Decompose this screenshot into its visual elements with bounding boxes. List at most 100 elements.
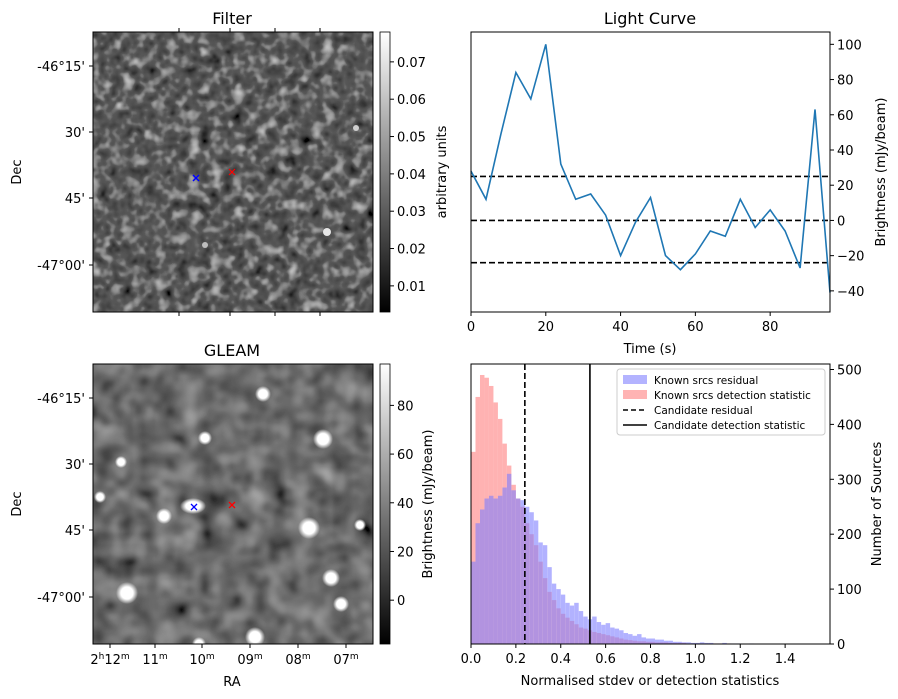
lightcurve-x-tick-label: 0 bbox=[467, 320, 475, 335]
histogram-bar bbox=[672, 641, 678, 644]
histogram-legend: Known srcs residual Known srcs detection … bbox=[616, 368, 826, 436]
histogram-bar bbox=[668, 640, 673, 644]
gleam-xlabel: RA bbox=[223, 675, 241, 690]
histogram-bar bbox=[574, 602, 579, 644]
ra-tick-label: 09m bbox=[237, 652, 262, 668]
colorbar-tick-label: 0.06 bbox=[397, 93, 426, 108]
histogram-bar bbox=[475, 523, 480, 644]
lightcurve-line bbox=[470, 44, 831, 293]
histogram-bar bbox=[578, 611, 584, 644]
gleam-markers bbox=[190, 501, 236, 511]
histogram-bar bbox=[484, 498, 489, 644]
gleam-panel: GLEAM -46°15'30'4 bbox=[10, 341, 436, 690]
histogram-bar bbox=[515, 498, 521, 644]
lightcurve-hlines bbox=[471, 175, 830, 264]
histogram-bar bbox=[533, 520, 539, 644]
ra-tick-label: 10m bbox=[189, 652, 214, 668]
filter-ylabel: Dec bbox=[10, 159, 25, 184]
colorbar-tick-label: 0 bbox=[397, 594, 405, 609]
histogram-bar bbox=[538, 542, 543, 644]
filter-top-ticks bbox=[178, 28, 321, 316]
dec-tick-label: 45' bbox=[65, 524, 85, 539]
dec-tick-label: -46°15' bbox=[37, 60, 85, 75]
colorbar-tick-label: 60 bbox=[397, 448, 414, 463]
filter-y-ticks: -46°15' 30' 45' -47°00' bbox=[37, 60, 93, 274]
histogram-x-tick-label: 0.2 bbox=[506, 652, 527, 667]
gleam-title: GLEAM bbox=[204, 341, 260, 360]
histogram-bar bbox=[646, 638, 651, 644]
histogram-bar bbox=[708, 642, 714, 644]
lightcurve-title: Light Curve bbox=[604, 9, 696, 28]
lightcurve-x-ticks: 0 20 40 60 80 bbox=[467, 312, 778, 335]
histogram-x-tick-label: 0.4 bbox=[550, 652, 571, 667]
lightcurve-y-ticks: −40 −20 0 20 40 60 80 100 bbox=[830, 38, 864, 300]
histogram-bar bbox=[592, 616, 597, 644]
dec-tick-label: 45' bbox=[65, 192, 85, 207]
histogram-y-tick-label: 0 bbox=[837, 638, 845, 653]
histogram-bar bbox=[601, 624, 606, 644]
histogram-bar bbox=[475, 396, 480, 644]
histogram-bar bbox=[471, 451, 476, 644]
histogram-x-tick-label: 0.8 bbox=[640, 652, 661, 667]
histogram-bar bbox=[654, 639, 660, 644]
colorbar-tick-label: 0.07 bbox=[397, 56, 426, 71]
histogram-bar bbox=[605, 623, 611, 644]
gleam-colorbar-label: Brightness (mJy/beam) bbox=[421, 430, 436, 579]
histogram-x-tick-label: 0.6 bbox=[595, 652, 616, 667]
dec-tick-label: 30' bbox=[65, 458, 85, 473]
lightcurve-ylabel: Brightness (mJy/beam) bbox=[874, 98, 889, 247]
filter-blue-marker bbox=[192, 174, 200, 182]
lightcurve-plot-area bbox=[471, 32, 830, 312]
filter-bright-spots bbox=[202, 125, 359, 248]
histogram-bar bbox=[681, 642, 687, 644]
histogram-bar bbox=[497, 495, 503, 644]
histogram-bar bbox=[632, 635, 638, 644]
histogram-bar bbox=[614, 628, 620, 644]
histogram-bar bbox=[659, 639, 664, 644]
legend-box bbox=[616, 368, 826, 436]
histogram-bar bbox=[596, 622, 602, 644]
histogram-bar bbox=[511, 490, 516, 644]
histogram-panel: 0.0 0.2 0.4 0.6 0.8 1.0 1.2 1.4 0 100 200 300 400 50… bbox=[461, 363, 885, 689]
dec-tick-label: -46°15' bbox=[37, 392, 85, 407]
colorbar-tick-label: 80 bbox=[397, 399, 414, 414]
ra-tick-label: 11m bbox=[142, 652, 167, 668]
histogram-bar bbox=[488, 495, 494, 644]
histogram-y-tick-label: 500 bbox=[837, 363, 862, 378]
colorbar-tick-label: 0.02 bbox=[397, 243, 426, 258]
histogram-bar bbox=[641, 637, 647, 644]
colorbar-tick-label: 0.05 bbox=[397, 131, 426, 146]
histogram-bar bbox=[560, 594, 566, 644]
lightcurve-y-tick-label: −40 bbox=[837, 285, 864, 300]
histogram-x-tick-label: 1.0 bbox=[685, 652, 706, 667]
histogram-y-tick-label: 400 bbox=[837, 418, 862, 433]
filter-markers bbox=[192, 168, 236, 182]
histogram-bar bbox=[704, 642, 709, 644]
gleam-blue-marker bbox=[190, 503, 198, 511]
histogram-bar bbox=[686, 642, 691, 644]
histogram-bar bbox=[520, 500, 525, 644]
histogram-bar bbox=[547, 567, 552, 644]
histogram-x-tick-label: 1.2 bbox=[730, 652, 751, 667]
histogram-y-tick-label: 300 bbox=[837, 473, 862, 488]
histogram-y-tick-label: 100 bbox=[837, 583, 862, 598]
gleam-colorbar bbox=[379, 363, 391, 645]
histogram-bars bbox=[471, 374, 754, 644]
lightcurve-y-tick-label: −20 bbox=[837, 250, 864, 265]
histogram-bar bbox=[628, 634, 633, 644]
lightcurve-x-tick-label: 20 bbox=[538, 320, 555, 335]
ra-tick-label: 08m bbox=[285, 652, 310, 668]
colorbar-tick-label: 20 bbox=[397, 545, 414, 560]
colorbar-tick-label: 0.01 bbox=[397, 280, 426, 295]
colorbar-tick-label: 40 bbox=[397, 497, 414, 512]
histogram-bar bbox=[529, 512, 534, 644]
histogram-bar bbox=[502, 487, 507, 644]
lightcurve-y-tick-label: 80 bbox=[837, 74, 854, 89]
histogram-bar bbox=[695, 642, 700, 644]
histogram-bar bbox=[542, 545, 548, 644]
lightcurve-y-tick-label: 40 bbox=[837, 144, 854, 159]
histogram-bar bbox=[637, 634, 642, 644]
dec-tick-label: 30' bbox=[65, 126, 85, 141]
histogram-bar bbox=[663, 640, 669, 644]
